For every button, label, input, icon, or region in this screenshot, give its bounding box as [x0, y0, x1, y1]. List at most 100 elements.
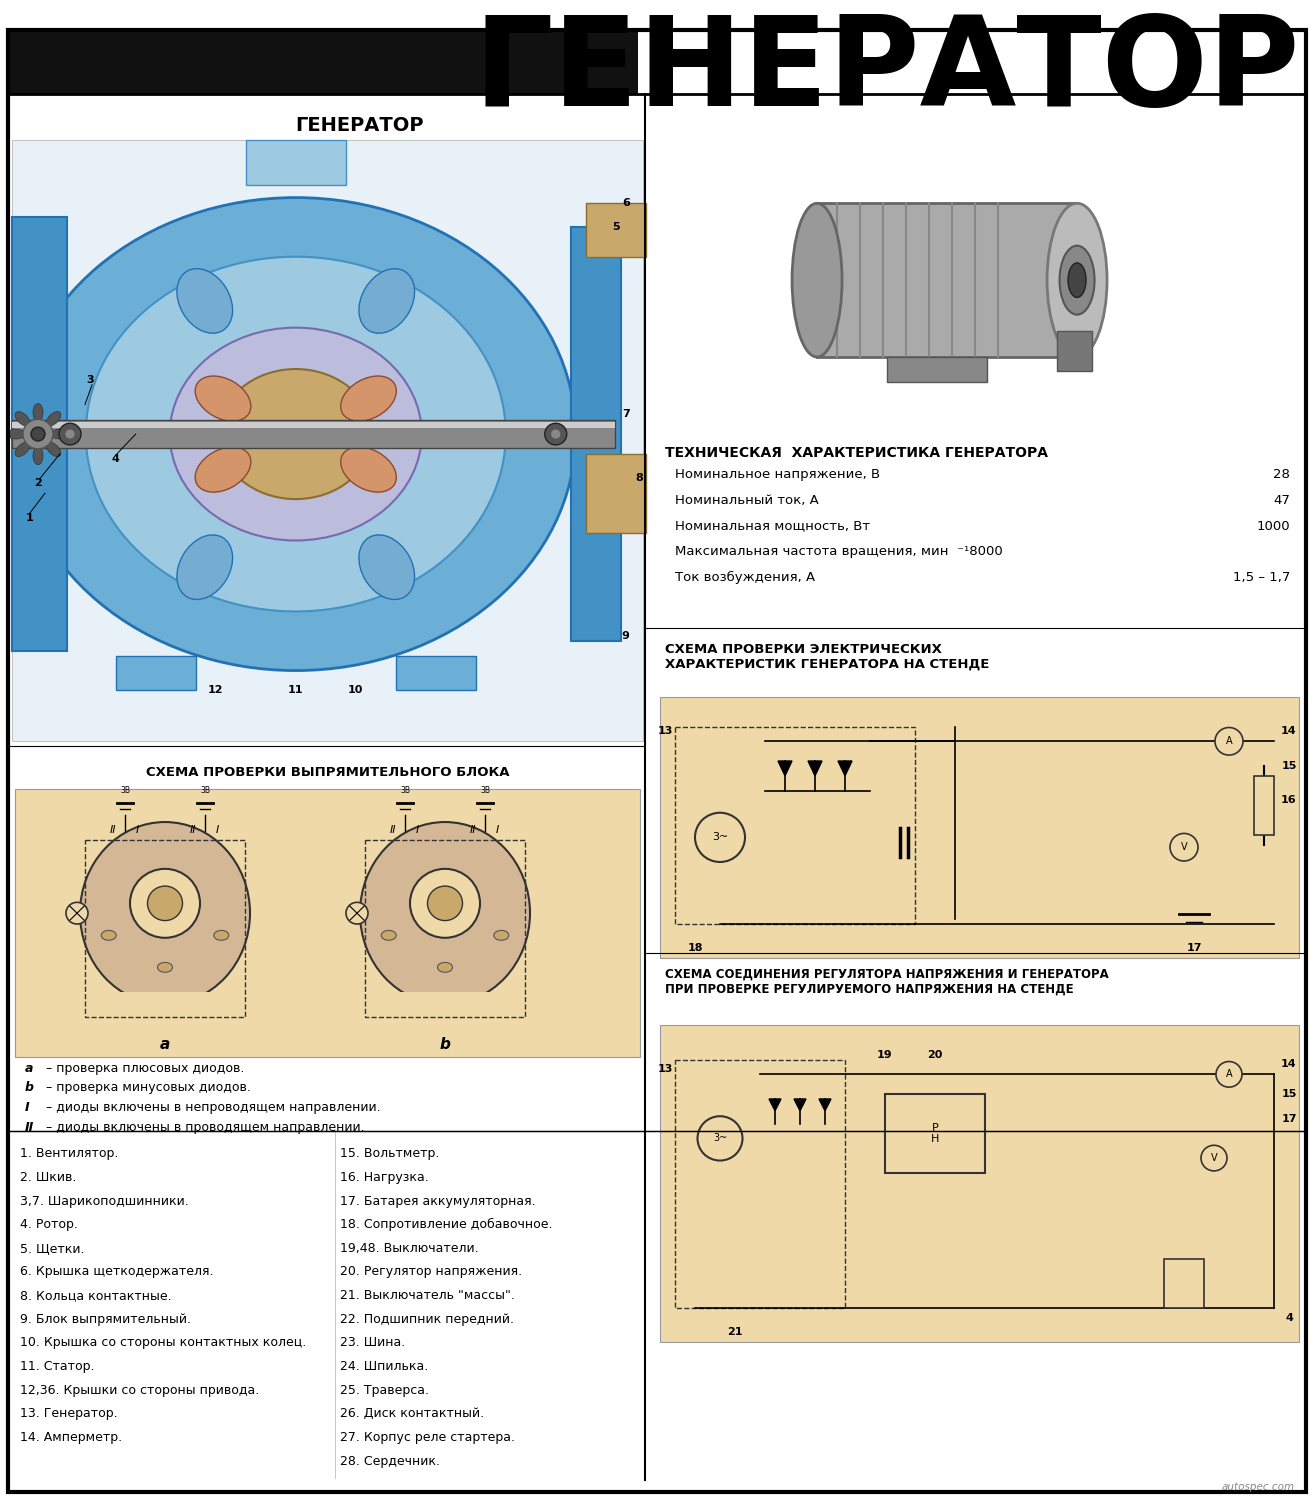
Bar [12, 422, 615, 428]
Text: 10. Крышка со стороны контактных колец.: 10. Крышка со стороны контактных колец. [20, 1336, 306, 1350]
Text: Р
Н: Р Н [930, 1122, 940, 1144]
Text: 23. Шина.: 23. Шина. [340, 1336, 405, 1350]
Text: 1000: 1000 [1256, 519, 1290, 532]
Text: 3,7. Шарикоподшинники.: 3,7. Шарикоподшинники. [20, 1194, 189, 1208]
Text: 18. Сопротивление добавочное.: 18. Сопротивление добавочное. [340, 1218, 552, 1231]
Text: 2: 2 [34, 478, 42, 489]
Ellipse shape [1201, 1146, 1227, 1172]
Ellipse shape [381, 930, 397, 940]
Text: II: II [469, 825, 476, 836]
Ellipse shape [359, 268, 415, 333]
Bar [675, 726, 915, 924]
Text: Номинальная мощность, Вт: Номинальная мощность, Вт [675, 519, 870, 532]
Text: 1. Вентилятор.: 1. Вентилятор. [20, 1148, 118, 1161]
Ellipse shape [410, 868, 480, 938]
Text: 12,36. Крышки со стороны привода.: 12,36. Крышки со стороны привода. [20, 1383, 259, 1396]
Text: 3В: 3В [480, 786, 490, 795]
Bar [886, 1094, 986, 1173]
Text: 3В: 3В [120, 786, 130, 795]
Ellipse shape [177, 536, 233, 600]
Bar [12, 140, 643, 741]
Text: ТЕХНИЧЕСКАЯ  ХАРАКТЕРИСТИКА ГЕНЕРАТОРА: ТЕХНИЧЕСКАЯ ХАРАКТЕРИСТИКА ГЕНЕРАТОРА [665, 446, 1049, 459]
Bar [365, 840, 526, 1017]
Text: I: I [135, 825, 138, 836]
Bar [14, 789, 640, 1056]
Ellipse shape [46, 442, 60, 456]
Text: 3: 3 [87, 375, 93, 386]
Text: – диоды включены в проводящем направлении.: – диоды включены в проводящем направлени… [42, 1120, 364, 1134]
Text: 8: 8 [635, 474, 643, 483]
Text: V: V [1210, 1154, 1217, 1162]
Text: ГЕНЕРАТОР: ГЕНЕРАТОР [473, 10, 1300, 132]
Text: 15. Вольтметр.: 15. Вольтметр. [340, 1148, 439, 1161]
Bar [355, 992, 535, 1041]
Ellipse shape [46, 411, 60, 426]
Ellipse shape [695, 813, 745, 862]
Text: I: I [215, 825, 218, 836]
Text: 14. Амперметр.: 14. Амперметр. [20, 1431, 122, 1444]
Ellipse shape [1215, 728, 1243, 754]
Ellipse shape [340, 376, 397, 422]
Text: a: a [160, 1038, 170, 1053]
Bar [75, 992, 255, 1041]
Text: 1,5 – 1,7: 1,5 – 1,7 [1233, 572, 1290, 584]
Ellipse shape [545, 423, 566, 445]
Text: 47: 47 [1273, 494, 1290, 507]
Polygon shape [794, 1100, 805, 1112]
Text: 9. Блок выпрямительный.: 9. Блок выпрямительный. [20, 1312, 191, 1326]
Text: V: V [1181, 842, 1188, 852]
Text: А: А [1226, 1070, 1233, 1080]
Ellipse shape [1169, 834, 1198, 861]
Ellipse shape [80, 822, 250, 1005]
Text: 14: 14 [1281, 1059, 1297, 1070]
Ellipse shape [16, 198, 576, 670]
Bar [675, 1059, 845, 1308]
Ellipse shape [51, 429, 70, 439]
Text: 20: 20 [928, 1050, 942, 1059]
Text: b: b [25, 1082, 34, 1094]
Text: – диоды включены в непроводящем направлении.: – диоды включены в непроводящем направле… [42, 1101, 381, 1114]
Text: ГЕНЕРАТОР: ГЕНЕРАТОР [296, 116, 423, 135]
Text: СХЕМА СОЕДИНЕНИЯ РЕГУЛЯТОРА НАПРЯЖЕНИЯ И ГЕНЕРАТОРА
ПРИ ПРОВЕРКЕ РЕГУЛИРУЕМОГО Н: СХЕМА СОЕДИНЕНИЯ РЕГУЛЯТОРА НАПРЯЖЕНИЯ И… [665, 968, 1109, 996]
Text: 11. Статор.: 11. Статор. [20, 1360, 95, 1372]
Text: 17: 17 [1187, 944, 1202, 952]
Text: Ток возбуждения, А: Ток возбуждения, А [675, 572, 815, 584]
Text: 16: 16 [1281, 795, 1297, 806]
Bar [1254, 776, 1275, 836]
Text: Номинальный ток, А: Номинальный ток, А [675, 494, 819, 507]
Text: 5. Щетки.: 5. Щетки. [20, 1242, 84, 1256]
Text: 6. Крышка щеткодержателя.: 6. Крышка щеткодержателя. [20, 1266, 213, 1278]
Bar [8, 30, 639, 94]
Bar [817, 204, 1077, 357]
Ellipse shape [66, 903, 88, 924]
Ellipse shape [158, 963, 172, 972]
Ellipse shape [7, 429, 25, 439]
Ellipse shape [59, 423, 81, 445]
Text: a: a [25, 1062, 33, 1074]
Ellipse shape [1215, 1062, 1242, 1088]
Ellipse shape [85, 256, 506, 612]
Ellipse shape [698, 1116, 742, 1161]
Text: Максимальная частота вращения, мин  ⁻¹8000: Максимальная частота вращения, мин ⁻¹800… [675, 544, 1003, 558]
Text: b: b [440, 1038, 451, 1053]
Ellipse shape [196, 376, 251, 422]
Ellipse shape [214, 930, 229, 940]
Ellipse shape [196, 447, 251, 492]
Text: 12: 12 [208, 686, 223, 696]
Bar [85, 840, 244, 1017]
Text: 24. Шпилька.: 24. Шпилька. [340, 1360, 428, 1372]
Text: – проверка минусовых диодов.: – проверка минусовых диодов. [42, 1082, 251, 1094]
Text: 4: 4 [112, 453, 120, 464]
Ellipse shape [170, 327, 422, 540]
Text: 17: 17 [1281, 1113, 1297, 1124]
Ellipse shape [359, 536, 415, 600]
Text: 1: 1 [26, 513, 34, 523]
Bar [1164, 1258, 1204, 1308]
Text: – проверка плюсовых диодов.: – проверка плюсовых диодов. [42, 1062, 244, 1074]
Text: 6: 6 [622, 198, 629, 207]
Ellipse shape [32, 427, 45, 441]
Text: 7: 7 [622, 410, 629, 420]
Text: 11: 11 [288, 686, 304, 696]
Text: 4: 4 [1285, 1312, 1293, 1323]
Text: 20. Регулятор напряжения.: 20. Регулятор напряжения. [340, 1266, 522, 1278]
